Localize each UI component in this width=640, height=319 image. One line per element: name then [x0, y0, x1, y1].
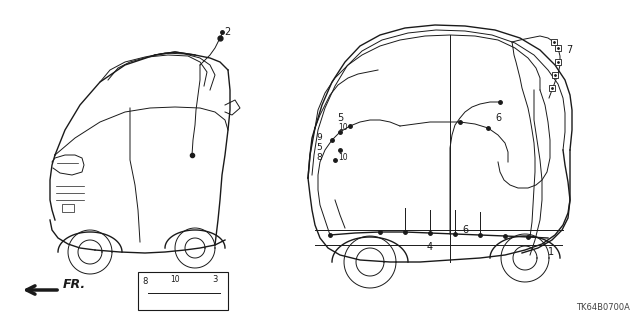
Text: 2: 2	[224, 27, 230, 37]
Text: 10: 10	[338, 123, 348, 132]
Text: FR.: FR.	[63, 278, 86, 292]
Text: 8: 8	[316, 153, 322, 162]
Text: 3: 3	[212, 276, 218, 285]
Text: 5: 5	[316, 144, 322, 152]
Text: 8: 8	[142, 278, 148, 286]
Text: 1: 1	[548, 247, 554, 257]
Text: 9: 9	[316, 133, 322, 143]
Bar	[138, 272, 228, 310]
Text: 4: 4	[427, 242, 433, 252]
Text: H: H	[65, 205, 71, 211]
Bar	[62, 204, 74, 212]
Text: 5: 5	[337, 113, 343, 123]
Text: 6: 6	[495, 113, 501, 123]
Text: 10: 10	[170, 276, 180, 285]
Text: 6: 6	[462, 225, 468, 235]
Text: 7: 7	[566, 45, 572, 55]
Text: TK64B0700A: TK64B0700A	[576, 303, 630, 312]
Text: 10: 10	[338, 153, 348, 162]
